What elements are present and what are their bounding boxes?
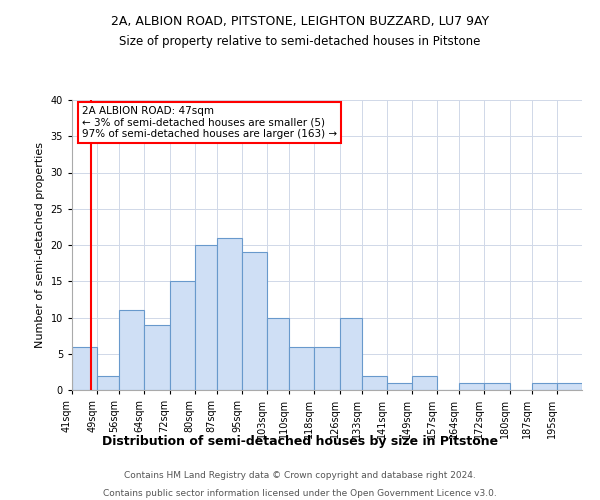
Bar <box>340 318 362 390</box>
Y-axis label: Number of semi-detached properties: Number of semi-detached properties <box>35 142 45 348</box>
Bar <box>119 310 145 390</box>
Bar <box>412 376 437 390</box>
Bar <box>387 383 412 390</box>
Text: 2A, ALBION ROAD, PITSTONE, LEIGHTON BUZZARD, LU7 9AY: 2A, ALBION ROAD, PITSTONE, LEIGHTON BUZZ… <box>111 15 489 28</box>
Bar <box>314 346 340 390</box>
Bar <box>217 238 242 390</box>
Bar <box>459 383 484 390</box>
Bar <box>242 252 267 390</box>
Text: Contains public sector information licensed under the Open Government Licence v3: Contains public sector information licen… <box>103 488 497 498</box>
Bar <box>97 376 119 390</box>
Bar <box>267 318 289 390</box>
Bar <box>289 346 314 390</box>
Text: Size of property relative to semi-detached houses in Pitstone: Size of property relative to semi-detach… <box>119 35 481 48</box>
Bar <box>195 245 217 390</box>
Bar <box>72 346 97 390</box>
Bar <box>532 383 557 390</box>
Text: Distribution of semi-detached houses by size in Pitstone: Distribution of semi-detached houses by … <box>102 435 498 448</box>
Bar <box>557 383 582 390</box>
Text: Contains HM Land Registry data © Crown copyright and database right 2024.: Contains HM Land Registry data © Crown c… <box>124 471 476 480</box>
Bar <box>145 325 170 390</box>
Bar <box>484 383 509 390</box>
Bar <box>362 376 387 390</box>
Text: 2A ALBION ROAD: 47sqm
← 3% of semi-detached houses are smaller (5)
97% of semi-d: 2A ALBION ROAD: 47sqm ← 3% of semi-detac… <box>82 106 337 139</box>
Bar <box>170 281 195 390</box>
